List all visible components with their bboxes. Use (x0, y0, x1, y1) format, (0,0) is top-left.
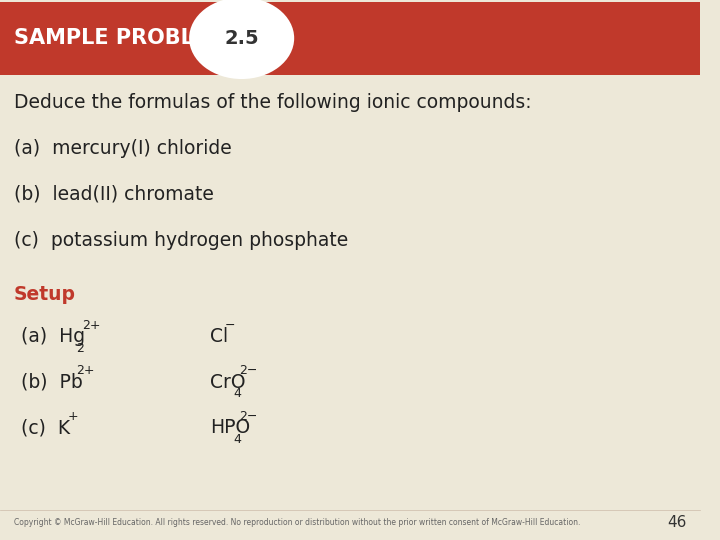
Text: (b)  lead(II) chromate: (b) lead(II) chromate (14, 185, 214, 204)
Text: (a)  Hg: (a) Hg (21, 327, 85, 346)
Text: 2−: 2− (239, 364, 258, 377)
Text: 46: 46 (667, 515, 686, 530)
FancyBboxPatch shape (0, 2, 701, 75)
Text: 2−: 2− (239, 410, 258, 423)
Text: 2: 2 (76, 342, 84, 355)
Text: −: − (225, 319, 235, 332)
Text: Copyright © McGraw-Hill Education. All rights reserved. No reproduction or distr: Copyright © McGraw-Hill Education. All r… (14, 518, 580, 527)
Text: 2+: 2+ (76, 364, 94, 377)
Text: (c)  potassium hydrogen phosphate: (c) potassium hydrogen phosphate (14, 231, 348, 249)
Text: 2.5: 2.5 (225, 29, 259, 48)
Text: Cl: Cl (210, 327, 228, 346)
Text: +: + (68, 410, 78, 423)
Circle shape (192, 0, 292, 77)
Text: Setup: Setup (14, 286, 76, 305)
Text: (b)  Pb: (b) Pb (21, 373, 83, 392)
Text: 4: 4 (233, 387, 240, 400)
Text: HPO: HPO (210, 418, 251, 437)
Text: CrO: CrO (210, 373, 246, 392)
Text: 4: 4 (233, 433, 240, 446)
Text: SAMPLE PROBLEM: SAMPLE PROBLEM (14, 28, 229, 48)
Text: Deduce the formulas of the following ionic compounds:: Deduce the formulas of the following ion… (14, 93, 531, 112)
Text: (a)  mercury(I) chloride: (a) mercury(I) chloride (14, 139, 232, 158)
Text: 2+: 2+ (82, 319, 101, 332)
Text: (c)  K: (c) K (21, 418, 70, 437)
